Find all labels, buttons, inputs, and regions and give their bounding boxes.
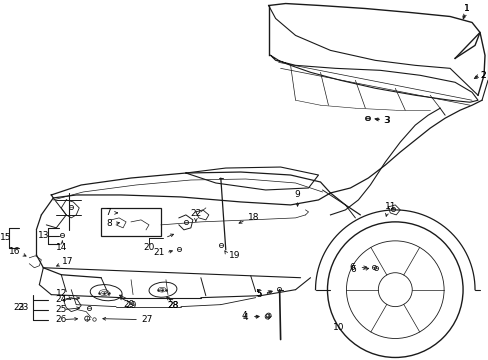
Text: 29: 29 bbox=[125, 301, 137, 310]
Bar bbox=[101, 208, 161, 236]
Text: 3: 3 bbox=[384, 116, 389, 125]
Text: 2: 2 bbox=[479, 71, 485, 80]
Text: 3: 3 bbox=[383, 116, 388, 125]
Text: 22: 22 bbox=[190, 210, 201, 219]
Text: 7: 7 bbox=[105, 208, 111, 217]
Text: 14: 14 bbox=[56, 243, 67, 252]
Text: 26: 26 bbox=[55, 315, 66, 324]
Text: 23: 23 bbox=[14, 303, 25, 312]
Text: 15: 15 bbox=[0, 233, 11, 242]
Text: 16: 16 bbox=[9, 247, 20, 256]
Text: 4: 4 bbox=[242, 311, 247, 320]
Text: 17: 17 bbox=[61, 257, 73, 266]
Text: 1: 1 bbox=[463, 4, 469, 13]
Text: 21: 21 bbox=[153, 248, 164, 257]
Text: 10: 10 bbox=[332, 323, 344, 332]
Text: 1: 1 bbox=[463, 4, 469, 13]
Text: 28: 28 bbox=[167, 301, 178, 310]
Text: 20: 20 bbox=[143, 243, 154, 252]
Text: 11: 11 bbox=[384, 202, 395, 211]
Text: 24: 24 bbox=[55, 295, 66, 304]
Text: 8: 8 bbox=[106, 219, 112, 228]
Text: 19: 19 bbox=[228, 251, 240, 260]
Text: 4: 4 bbox=[243, 313, 248, 322]
Text: 6: 6 bbox=[350, 265, 356, 274]
Text: 23: 23 bbox=[18, 303, 29, 312]
Text: 27: 27 bbox=[141, 315, 152, 324]
Text: 13: 13 bbox=[38, 231, 49, 240]
Text: 5: 5 bbox=[254, 289, 260, 298]
Text: 2: 2 bbox=[479, 71, 485, 80]
Text: 29: 29 bbox=[123, 300, 135, 309]
Text: 28: 28 bbox=[167, 301, 178, 310]
Text: 12: 12 bbox=[56, 289, 67, 298]
Text: 5: 5 bbox=[255, 290, 261, 299]
Text: 6: 6 bbox=[349, 263, 355, 272]
Text: 18: 18 bbox=[247, 213, 259, 222]
Text: 25: 25 bbox=[55, 305, 66, 314]
Text: 9: 9 bbox=[294, 190, 300, 199]
